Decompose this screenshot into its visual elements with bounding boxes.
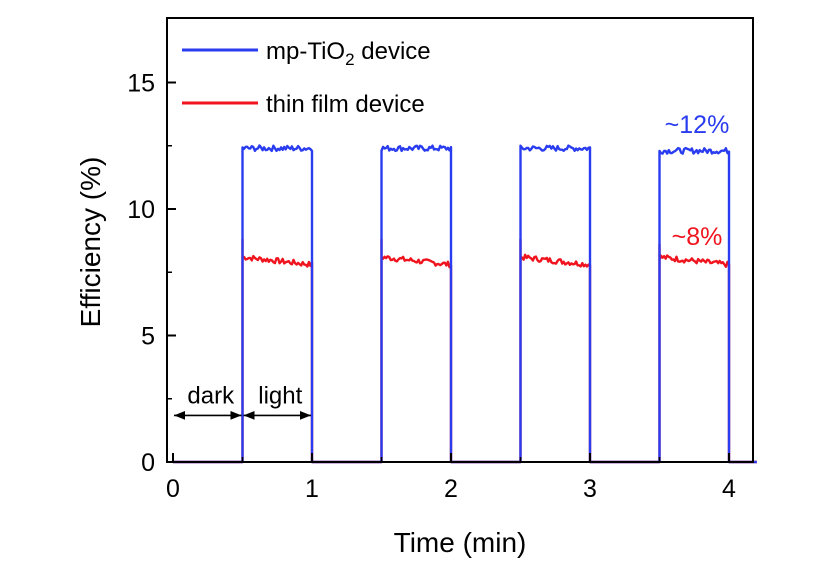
x-tick-label-2: 2 bbox=[444, 475, 458, 503]
series-layer bbox=[173, 144, 757, 464]
legend-label-mp-main: mp-TiO bbox=[266, 38, 345, 65]
x-tick-label-0: 0 bbox=[166, 475, 180, 503]
y-axis-title: Efficiency (%) bbox=[75, 157, 106, 328]
labels-layer: 0 1 2 3 4 0 5 10 15 bbox=[127, 70, 736, 504]
plot-frame bbox=[166, 17, 754, 463]
y-tick-label-15: 15 bbox=[127, 70, 155, 98]
x-tick-label-3: 3 bbox=[583, 475, 597, 503]
legend-label-mp: mp-TiO2 device bbox=[266, 38, 431, 69]
legend: mp-TiO2 device thin film device bbox=[182, 38, 431, 118]
light-label: light bbox=[258, 382, 302, 409]
thin-efficiency-label: ~8% bbox=[672, 223, 723, 251]
y-tick-label-5: 5 bbox=[141, 323, 155, 351]
legend-label-mp-sub: 2 bbox=[345, 50, 354, 69]
mp-efficiency-label: ~12% bbox=[665, 111, 730, 139]
x-tick-label-1: 1 bbox=[305, 475, 319, 503]
legend-label-thin: thin film device bbox=[266, 91, 425, 118]
y-tick-label-0: 0 bbox=[141, 449, 155, 477]
dark-label: dark bbox=[187, 382, 235, 409]
series-line-mp bbox=[173, 144, 757, 464]
ticks-layer bbox=[167, 81, 730, 463]
legend-label-mp-tail: device bbox=[355, 38, 431, 65]
x-axis-title: Time (min) bbox=[394, 527, 527, 558]
dark-light-arrows: dark light bbox=[174, 382, 311, 420]
x-tick-label-4: 4 bbox=[722, 475, 736, 503]
y-tick-label-10: 10 bbox=[127, 196, 155, 224]
series-line-thin bbox=[173, 238, 757, 464]
